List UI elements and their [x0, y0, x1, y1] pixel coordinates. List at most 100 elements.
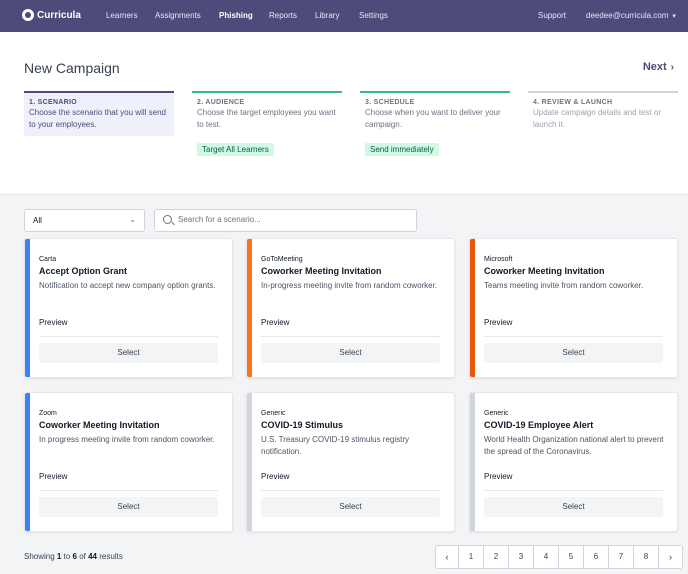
- page-button[interactable]: 3: [509, 546, 534, 568]
- step-schedule[interactable]: 3. SCHEDULE Choose when you want to deli…: [360, 91, 510, 136]
- card-accent-stripe: [247, 239, 252, 377]
- search-icon: [163, 215, 172, 224]
- card-divider: [261, 490, 440, 491]
- pagination: ‹ 1 2 3 4 5 6 7 8 ›: [435, 545, 683, 569]
- preview-link[interactable]: Preview: [261, 472, 290, 481]
- step-description: Choose the scenario that you will send t…: [29, 108, 166, 129]
- page-button[interactable]: 5: [559, 546, 584, 568]
- card-vendor: Generic: [484, 410, 509, 417]
- category-select-value: All: [33, 216, 42, 225]
- card-vendor: Zoom: [39, 410, 57, 417]
- preview-link[interactable]: Preview: [484, 318, 513, 327]
- results-suffix: results: [99, 552, 123, 561]
- card-accent-stripe: [470, 239, 475, 377]
- step-title: 3. SCHEDULE: [365, 99, 415, 106]
- preview-link[interactable]: Preview: [39, 472, 68, 481]
- card-description: World Health Organization national alert…: [484, 435, 664, 456]
- card-divider: [484, 490, 663, 491]
- card-title: Coworker Meeting Invitation: [261, 266, 382, 276]
- card-accent-stripe: [25, 239, 30, 377]
- scenario-card: Carta Accept Option Grant Notification t…: [24, 238, 233, 378]
- card-title: Coworker Meeting Invitation: [39, 420, 160, 430]
- page-button[interactable]: 2: [484, 546, 509, 568]
- prev-page-button[interactable]: ‹: [436, 546, 459, 568]
- search-input[interactable]: [178, 215, 408, 224]
- chevron-down-icon: ▾: [672, 13, 676, 20]
- step-title: 2. AUDIENCE: [197, 99, 245, 106]
- select-button[interactable]: Select: [484, 497, 663, 517]
- user-email: deedee@curricula.com: [586, 11, 669, 20]
- step-description: Choose when you want to deliver your cam…: [365, 108, 501, 129]
- preview-link[interactable]: Preview: [484, 472, 513, 481]
- page-button[interactable]: 1: [459, 546, 484, 568]
- step-title: 4. REVIEW & LAUNCH: [533, 99, 613, 106]
- schedule-badge: Send immediately: [365, 143, 439, 156]
- step-progress-bar: [360, 91, 510, 93]
- scenario-card: Generic COVID-19 Employee Alert World He…: [469, 392, 678, 532]
- card-description: U.S. Treasury COVID-19 stimulus registry…: [261, 435, 410, 456]
- card-vendor: GoToMeeting: [261, 256, 303, 263]
- step-title: 1. SCENARIO: [29, 99, 78, 106]
- card-title: COVID-19 Employee Alert: [484, 420, 594, 430]
- search-box[interactable]: [154, 209, 417, 232]
- select-button[interactable]: Select: [261, 497, 440, 517]
- campaign-header: New Campaign Next › 1. SCENARIO Choose th…: [0, 32, 688, 195]
- results-summary: Showing 1 to 6 of 44 results: [24, 552, 123, 561]
- page-button[interactable]: 6: [584, 546, 609, 568]
- results-prefix: Showing: [24, 552, 55, 561]
- page-button[interactable]: 7: [609, 546, 634, 568]
- step-progress-bar: [24, 91, 174, 93]
- card-divider: [39, 490, 218, 491]
- step-description: Update campaign details and test or laun…: [533, 108, 662, 129]
- results-to-word: to: [63, 552, 71, 561]
- step-progress-bar: [192, 91, 342, 93]
- select-button[interactable]: Select: [261, 343, 440, 363]
- brand-logo[interactable]: Curricula: [22, 9, 81, 21]
- nav-item-reports[interactable]: Reports: [269, 11, 298, 20]
- page-title: New Campaign: [24, 60, 120, 76]
- card-description: Notification to accept new company optio…: [39, 281, 216, 290]
- card-divider: [39, 336, 218, 337]
- card-title: Accept Option Grant: [39, 266, 128, 276]
- scenario-card: Microsoft Coworker Meeting Invitation Te…: [469, 238, 678, 378]
- step-audience[interactable]: 2. AUDIENCE Choose the target employees …: [192, 91, 342, 136]
- nav-item-library[interactable]: Library: [315, 11, 340, 20]
- page-button[interactable]: 8: [634, 546, 659, 568]
- nav-item-learners[interactable]: Learners: [106, 11, 138, 20]
- page-button[interactable]: 4: [534, 546, 559, 568]
- card-title: Coworker Meeting Invitation: [484, 266, 605, 276]
- step-review-launch[interactable]: 4. REVIEW & LAUNCH Update campaign detai…: [528, 91, 678, 136]
- preview-link[interactable]: Preview: [261, 318, 290, 327]
- nav-item-phishing[interactable]: Phishing: [219, 11, 253, 20]
- select-button[interactable]: Select: [39, 343, 218, 363]
- results-total: 44: [88, 552, 98, 561]
- step-scenario[interactable]: 1. SCENARIO Choose the scenario that you…: [24, 91, 174, 136]
- card-accent-stripe: [247, 393, 252, 531]
- card-divider: [261, 336, 440, 337]
- user-menu[interactable]: deedee@curricula.com ▾: [586, 11, 676, 20]
- card-vendor: Carta: [39, 256, 57, 263]
- select-button[interactable]: Select: [484, 343, 663, 363]
- card-description: Teams meeting invite from random coworke…: [484, 281, 644, 290]
- top-nav: Curricula Learners Assignments Phishing …: [0, 0, 688, 32]
- card-description: In progress meeting invite from random c…: [39, 435, 215, 444]
- brand-name: Curricula: [37, 9, 81, 21]
- chevron-right-icon: ›: [670, 62, 674, 73]
- next-page-button[interactable]: ›: [669, 552, 672, 562]
- nav-item-assignments[interactable]: Assignments: [155, 11, 201, 20]
- card-accent-stripe: [470, 393, 475, 531]
- preview-link[interactable]: Preview: [39, 318, 68, 327]
- results-to: 6: [72, 552, 77, 561]
- next-button[interactable]: Next ›: [643, 61, 674, 73]
- select-button[interactable]: Select: [39, 497, 218, 517]
- nav-item-settings[interactable]: Settings: [359, 11, 388, 20]
- category-select[interactable]: All ⌄: [24, 209, 145, 232]
- card-vendor: Generic: [261, 410, 286, 417]
- card-accent-stripe: [25, 393, 30, 531]
- chevron-down-icon: ⌄: [129, 215, 136, 224]
- results-of-word: of: [79, 552, 86, 561]
- nav-item-support[interactable]: Support: [538, 11, 567, 20]
- audience-badge: Target All Learners: [197, 143, 274, 156]
- scenario-card: Zoom Coworker Meeting Invitation In prog…: [24, 392, 233, 532]
- next-label: Next: [642, 61, 667, 73]
